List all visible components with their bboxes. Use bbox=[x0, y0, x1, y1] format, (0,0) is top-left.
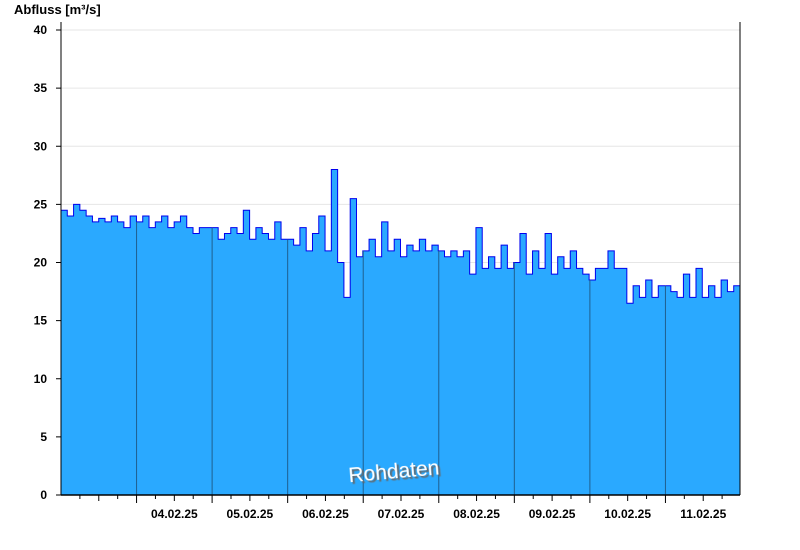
y-tick-label: 5 bbox=[40, 430, 47, 444]
y-tick-label: 35 bbox=[34, 81, 48, 95]
series bbox=[61, 169, 740, 495]
y-tick-label: 25 bbox=[34, 197, 48, 211]
y-ticks: 0 5 10 15 20 25 30 35 40 bbox=[34, 23, 61, 502]
x-tick-label: 09.02.25 bbox=[529, 507, 576, 521]
y-tick-label: 30 bbox=[34, 139, 48, 153]
x-tick-label: 11.02.25 bbox=[680, 507, 726, 521]
x-tick-label: 04.02.25 bbox=[151, 507, 198, 521]
y-tick-label: 20 bbox=[34, 256, 48, 270]
discharge-area bbox=[61, 169, 740, 495]
x-tick-label: 08.02.25 bbox=[453, 507, 500, 521]
y-tick-label: 10 bbox=[34, 372, 48, 386]
x-tick-label: 07.02.25 bbox=[378, 507, 425, 521]
y-tick-label: 15 bbox=[34, 314, 48, 328]
y-axis-label: Abfluss [m³/s] bbox=[14, 2, 101, 17]
y-tick-label: 40 bbox=[34, 23, 48, 37]
x-tick-label: 05.02.25 bbox=[227, 507, 274, 521]
x-tick-label: 10.02.25 bbox=[604, 507, 651, 521]
discharge-line bbox=[61, 169, 740, 304]
y-tick-label: 0 bbox=[40, 488, 47, 502]
day-dividers bbox=[136, 221, 666, 495]
x-ticks: 04.02.25 05.02.25 06.02.25 07.02.25 08.02.25… bbox=[79, 495, 727, 521]
x-tick-label: 06.02.25 bbox=[302, 507, 349, 521]
